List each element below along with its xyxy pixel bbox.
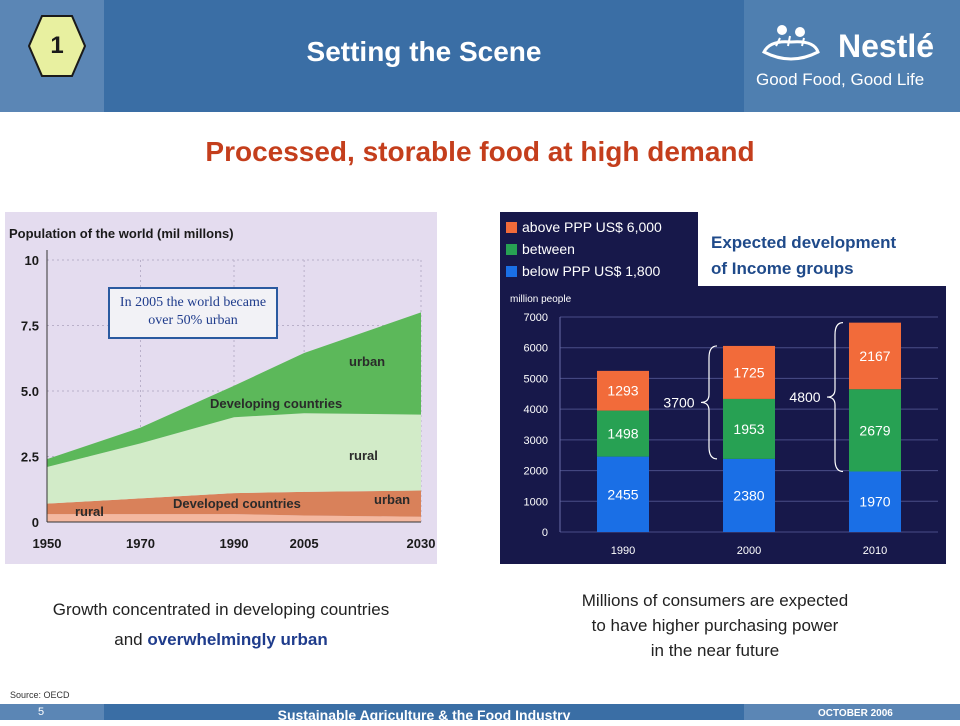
bar-value-label: 1725 (733, 364, 764, 380)
label-rural-developing: rural (349, 448, 378, 463)
bar-y-tick-label: 3000 (524, 435, 548, 447)
bar-value-label: 2679 (859, 422, 890, 438)
bar-segment (597, 456, 649, 532)
legend-label: between (522, 241, 575, 257)
footer-left-panel (0, 704, 104, 720)
legend-label: below PPP US$ 1,800 (522, 263, 660, 279)
income-bar-chart: above PPP US$ 6,000 between below PPP US$ … (500, 212, 946, 564)
right-caption-line2: to have higher purchasing power (591, 616, 839, 635)
bar-segment (597, 370, 649, 411)
y-tick-label: 2.5 (21, 450, 39, 465)
bar-value-label: 2380 (733, 487, 764, 503)
label-developed-countries: Developed countries (173, 496, 301, 511)
left-caption: Growth concentrated in developing countr… (0, 595, 442, 655)
footer-bar (0, 704, 960, 720)
brand-name: Nestlé (838, 28, 935, 64)
brand-tagline: Good Food, Good Life (756, 70, 925, 89)
legend-swatch (506, 244, 517, 255)
y-tick-label: 5.0 (21, 384, 39, 399)
bar-value-label: 2167 (859, 348, 890, 364)
population-area-chart: Population of the world (mil millons) 0 2… (5, 212, 437, 564)
footer-title: Sustainable Agriculture & the Food Indus… (277, 707, 571, 723)
bar-y-tick-label: 4000 (524, 404, 548, 416)
bar-category-label: 2010 (863, 545, 887, 557)
left-caption-line2: and overwhelmingly urban (0, 625, 442, 655)
area-layer-developing-countries-rural (47, 413, 421, 504)
bar-segment (597, 410, 649, 457)
bar-segment (849, 389, 901, 472)
brace-label: 4800 (789, 389, 820, 405)
bar-y-tick-label: 0 (542, 527, 548, 539)
brace-label: 3700 (663, 394, 694, 410)
bar-y-tick-label: 2000 (524, 466, 548, 478)
bar-y-tick-label: 6000 (524, 343, 548, 355)
bar-category-label: 2000 (737, 545, 761, 557)
y-tick-label: 7.5 (21, 319, 39, 334)
right-caption: Millions of consumers are expected to ha… (490, 588, 940, 663)
bar-segment (723, 458, 775, 532)
bar-segment (723, 398, 775, 459)
area-layer-developed-countries-urban (47, 490, 421, 517)
label-urban-developed: urban (374, 492, 410, 507)
bar-y-tick-label: 1000 (524, 496, 548, 508)
bar-value-label: 1970 (859, 494, 890, 510)
x-tick-label: 1950 (33, 536, 62, 551)
y-axis-label: million people (510, 294, 572, 305)
footer-date: OCTOBER 2006 (818, 708, 893, 719)
bar-value-label: 1293 (607, 383, 638, 399)
bar-segment (849, 322, 901, 390)
annotation-box: In 2005 the world became over 50% urban (108, 287, 278, 339)
x-tick-label: 2030 (407, 536, 436, 551)
x-tick-label: 1990 (220, 536, 249, 551)
label-rural-developed: rural (75, 504, 104, 519)
chart-title: Population of the world (mil millons) (9, 226, 234, 241)
page-number: 5 (38, 706, 45, 718)
left-caption-pre: and (114, 630, 148, 649)
left-caption-line1: Growth concentrated in developing countr… (52, 600, 390, 619)
legend-swatch (506, 266, 517, 277)
label-urban-developing: urban (349, 354, 385, 369)
bar-segment (723, 345, 775, 399)
legend-panel (500, 212, 698, 304)
footer-right-panel (744, 704, 960, 720)
legend-label: above PPP US$ 6,000 (522, 219, 662, 235)
source-note: Source: OECD (10, 690, 70, 700)
annotation-text: In 2005 the world became over 50% urban (119, 295, 267, 328)
income-label: Expected development of Income groups (711, 230, 951, 282)
y-tick-label: 0 (32, 515, 39, 530)
bar-value-label: 1953 (733, 421, 764, 437)
income-label-line1: Expected development (711, 233, 897, 252)
page-title: Setting the Scene (306, 36, 542, 67)
label-developing-countries: Developing countries (210, 396, 342, 411)
right-caption-line3: in the near future (650, 641, 780, 660)
section-hexagon-icon (28, 15, 86, 77)
area-layer-developing-countries-urban (47, 312, 421, 467)
legend-swatch (506, 222, 517, 233)
right-caption-line1: Millions of consumers are expected (581, 591, 849, 610)
area-layer-developed-countries-rural (47, 514, 421, 522)
bar-y-tick-label: 7000 (524, 312, 548, 324)
bar-value-label: 2455 (607, 486, 638, 502)
bar-value-label: 1498 (607, 426, 638, 442)
brand-logo-panel (744, 0, 960, 112)
x-tick-label: 2005 (290, 536, 319, 551)
bar-category-label: 1990 (611, 545, 635, 557)
brace (700, 345, 718, 460)
slide-subtitle: Processed, storable food at high demand (205, 136, 755, 167)
section-number: 1 (50, 32, 64, 59)
income-label-line2: of Income groups (711, 259, 854, 278)
nest-logo-icon (761, 25, 820, 61)
brace (826, 322, 844, 473)
bar-y-tick-label: 5000 (524, 373, 548, 385)
left-caption-highlight: overwhelmingly urban (147, 630, 328, 649)
x-tick-label: 1970 (126, 536, 155, 551)
y-tick-label: 10 (25, 253, 39, 268)
bar-segment (849, 471, 901, 532)
